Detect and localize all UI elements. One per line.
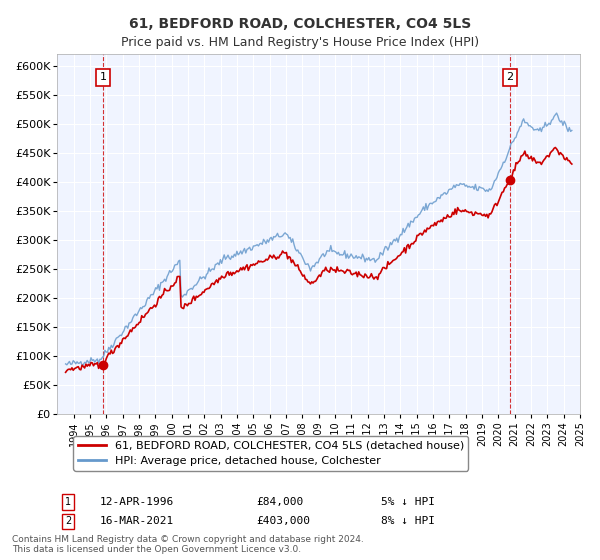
Text: 5% ↓ HPI: 5% ↓ HPI — [382, 497, 436, 507]
Text: 2: 2 — [506, 72, 514, 82]
Legend: 61, BEDFORD ROAD, COLCHESTER, CO4 5LS (detached house), HPI: Average price, deta: 61, BEDFORD ROAD, COLCHESTER, CO4 5LS (d… — [73, 436, 468, 470]
Text: 12-APR-1996: 12-APR-1996 — [99, 497, 173, 507]
Text: 1: 1 — [100, 72, 106, 82]
Text: 8% ↓ HPI: 8% ↓ HPI — [382, 516, 436, 526]
Text: 2: 2 — [65, 516, 71, 526]
Text: £403,000: £403,000 — [256, 516, 310, 526]
Text: 1: 1 — [65, 497, 71, 507]
Text: 61, BEDFORD ROAD, COLCHESTER, CO4 5LS: 61, BEDFORD ROAD, COLCHESTER, CO4 5LS — [129, 17, 471, 31]
Text: Contains HM Land Registry data © Crown copyright and database right 2024.
This d: Contains HM Land Registry data © Crown c… — [12, 535, 364, 554]
Text: 16-MAR-2021: 16-MAR-2021 — [99, 516, 173, 526]
Text: £84,000: £84,000 — [256, 497, 303, 507]
Text: Price paid vs. HM Land Registry's House Price Index (HPI): Price paid vs. HM Land Registry's House … — [121, 36, 479, 49]
